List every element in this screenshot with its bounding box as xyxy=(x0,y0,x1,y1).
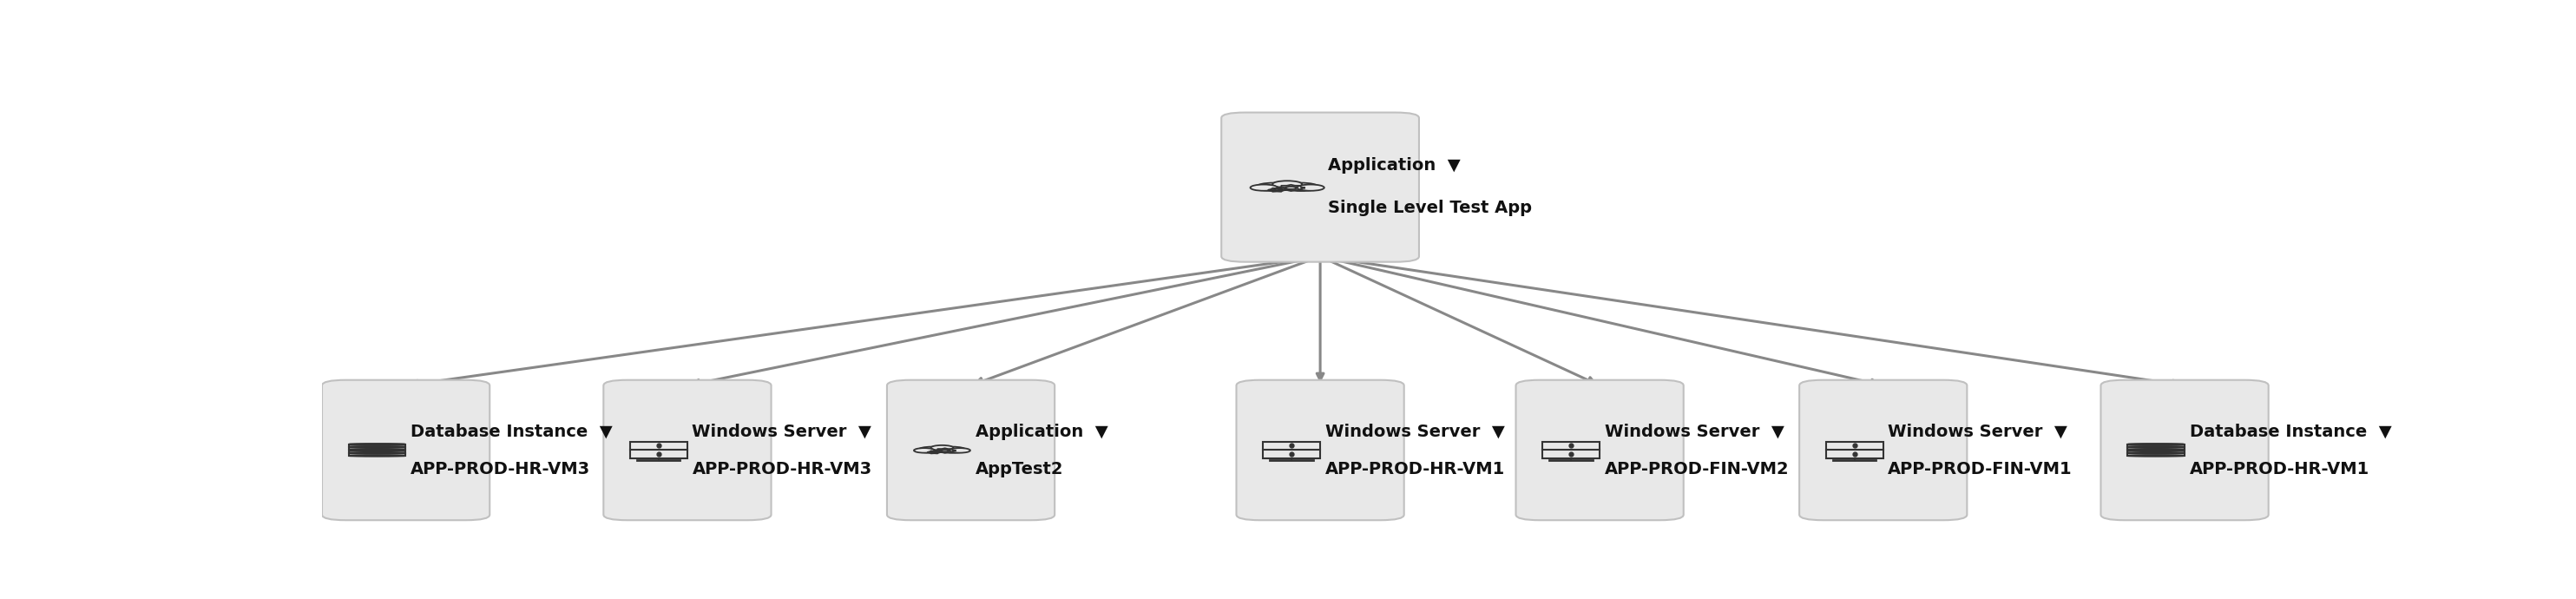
Ellipse shape xyxy=(2128,444,2184,445)
Circle shape xyxy=(1257,183,1291,191)
Text: APP-PROD-FIN-VM1: APP-PROD-FIN-VM1 xyxy=(1888,461,2074,478)
Circle shape xyxy=(1249,184,1278,190)
Text: Single Level Test App: Single Level Test App xyxy=(1327,199,1533,216)
Circle shape xyxy=(940,450,948,452)
Text: Windows Server  ▼: Windows Server ▼ xyxy=(693,423,871,440)
Text: AppTest2: AppTest2 xyxy=(976,461,1064,478)
Text: APP-PROD-HR-VM3: APP-PROD-HR-VM3 xyxy=(410,461,590,478)
Circle shape xyxy=(938,447,966,453)
Bar xyxy=(1262,441,1319,459)
FancyBboxPatch shape xyxy=(886,380,1054,520)
Ellipse shape xyxy=(2128,452,2184,453)
Ellipse shape xyxy=(2128,449,2184,450)
Ellipse shape xyxy=(348,447,404,448)
Text: Windows Server  ▼: Windows Server ▼ xyxy=(1888,423,2069,440)
Bar xyxy=(1826,441,1883,459)
Bar xyxy=(1543,441,1600,459)
FancyBboxPatch shape xyxy=(2102,380,2269,520)
Ellipse shape xyxy=(348,452,404,453)
Text: APP-PROD-HR-VM3: APP-PROD-HR-VM3 xyxy=(693,461,871,478)
Text: Database Instance  ▼: Database Instance ▼ xyxy=(410,423,613,440)
Circle shape xyxy=(917,447,945,453)
Circle shape xyxy=(1273,181,1301,187)
Ellipse shape xyxy=(348,455,404,456)
Circle shape xyxy=(1285,186,1296,189)
Ellipse shape xyxy=(2128,444,2184,445)
Ellipse shape xyxy=(348,444,404,445)
Text: APP-PROD-FIN-VM2: APP-PROD-FIN-VM2 xyxy=(1605,461,1788,478)
Circle shape xyxy=(933,452,938,453)
Circle shape xyxy=(930,445,953,450)
Ellipse shape xyxy=(2128,447,2184,448)
Text: Application  ▼: Application ▼ xyxy=(1327,157,1461,173)
Bar xyxy=(631,441,688,459)
FancyBboxPatch shape xyxy=(1236,380,1404,520)
FancyBboxPatch shape xyxy=(1801,380,1968,520)
Text: Application  ▼: Application ▼ xyxy=(976,423,1108,440)
Text: Windows Server  ▼: Windows Server ▼ xyxy=(1605,423,1785,440)
Ellipse shape xyxy=(348,444,404,445)
Text: Windows Server  ▼: Windows Server ▼ xyxy=(1324,423,1504,440)
Circle shape xyxy=(951,448,971,453)
FancyBboxPatch shape xyxy=(603,380,770,520)
FancyBboxPatch shape xyxy=(322,380,489,520)
Circle shape xyxy=(1273,189,1280,190)
Ellipse shape xyxy=(348,449,404,450)
Circle shape xyxy=(914,448,935,453)
FancyBboxPatch shape xyxy=(1515,380,1685,520)
Circle shape xyxy=(1298,184,1324,190)
Text: APP-PROD-HR-VM1: APP-PROD-HR-VM1 xyxy=(1324,461,1504,478)
Circle shape xyxy=(1283,183,1319,191)
Text: APP-PROD-HR-VM1: APP-PROD-HR-VM1 xyxy=(2190,461,2370,478)
Text: Database Instance  ▼: Database Instance ▼ xyxy=(2190,423,2391,440)
FancyBboxPatch shape xyxy=(1221,113,1419,262)
Ellipse shape xyxy=(2128,455,2184,456)
